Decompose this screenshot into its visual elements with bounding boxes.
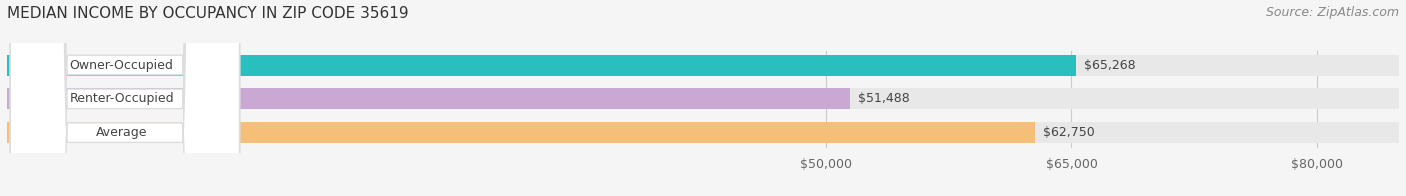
- Bar: [7, 55, 1076, 75]
- Text: Source: ZipAtlas.com: Source: ZipAtlas.com: [1265, 6, 1399, 19]
- Text: Renter-Occupied: Renter-Occupied: [69, 92, 174, 105]
- Text: Average: Average: [96, 126, 148, 139]
- Text: $51,488: $51,488: [859, 92, 910, 105]
- Text: $62,750: $62,750: [1043, 126, 1094, 139]
- Bar: [7, 122, 1399, 143]
- FancyBboxPatch shape: [10, 0, 239, 196]
- FancyBboxPatch shape: [10, 0, 239, 196]
- Bar: [7, 88, 851, 109]
- Bar: [7, 55, 1399, 75]
- Bar: [7, 122, 1035, 143]
- FancyBboxPatch shape: [10, 0, 239, 196]
- Text: MEDIAN INCOME BY OCCUPANCY IN ZIP CODE 35619: MEDIAN INCOME BY OCCUPANCY IN ZIP CODE 3…: [7, 6, 409, 21]
- Bar: [7, 88, 1399, 109]
- Text: $65,268: $65,268: [1084, 59, 1136, 72]
- Text: Owner-Occupied: Owner-Occupied: [70, 59, 173, 72]
